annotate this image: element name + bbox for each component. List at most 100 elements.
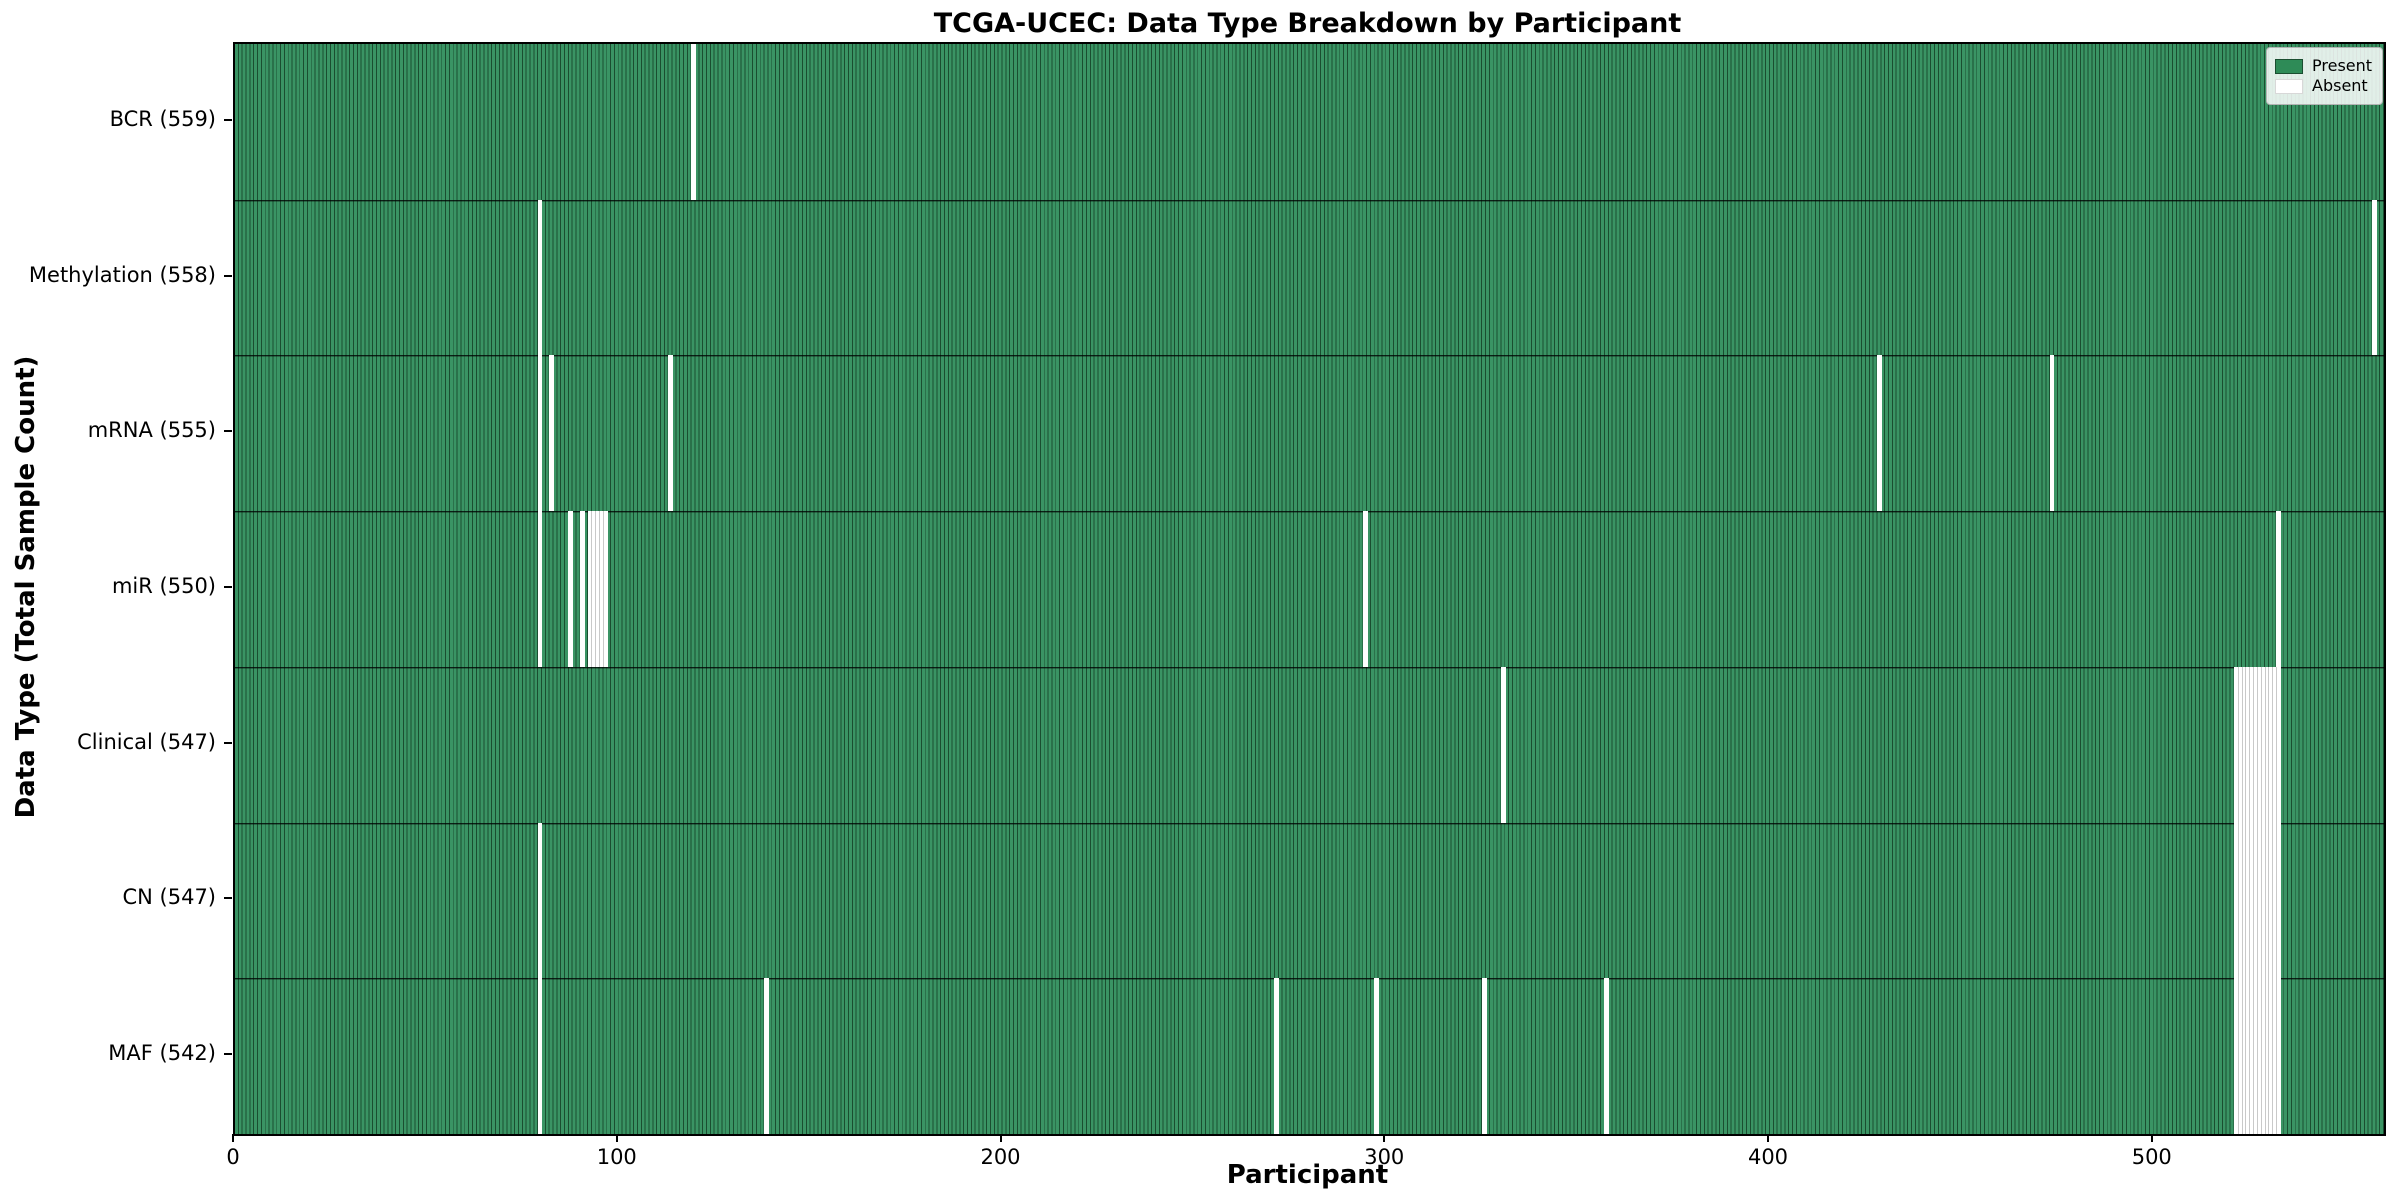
absent-gap <box>2237 666 2243 823</box>
present-swatch-icon <box>2275 58 2303 74</box>
absent-gap-edge <box>599 511 601 667</box>
absent-gap <box>537 355 543 512</box>
absent-gap <box>2237 822 2243 979</box>
absent-gap-edge <box>2276 822 2278 979</box>
x-tick-mark <box>1383 1134 1386 1142</box>
absent-gap <box>691 44 696 200</box>
chart-title: TCGA-UCEC: Data Type Breakdown by Partic… <box>933 8 1682 39</box>
absent-gap-edge <box>2237 822 2239 979</box>
absent-gap-edge <box>2268 666 2270 823</box>
absent-gap <box>2268 978 2274 1134</box>
absent-gap <box>579 511 585 667</box>
y-tick-mark <box>224 1053 232 1056</box>
absent-gap <box>2264 822 2270 979</box>
absent-gap <box>2256 978 2262 1134</box>
absent-gap <box>2268 822 2274 979</box>
y-tick-label-bcr: BCR (559) <box>109 106 216 131</box>
absent-gap-edge <box>2268 978 2270 1134</box>
absent-gap <box>602 511 608 667</box>
y-tick-label-mrna: mRNA (555) <box>87 418 216 443</box>
absent-gap <box>2049 355 2055 512</box>
absent-gap <box>1481 978 1487 1134</box>
y-tick-mark <box>224 118 232 121</box>
y-tick-mark <box>224 586 232 588</box>
legend-label-present: Present <box>2312 56 2373 75</box>
legend-entry-present: Present <box>2275 58 2372 74</box>
legend: Present Absent <box>2266 47 2384 105</box>
absent-gap-edge <box>2241 822 2243 979</box>
absent-gap <box>2276 666 2281 823</box>
absent-gap <box>2253 978 2258 1134</box>
absent-gap <box>2260 666 2266 823</box>
y-tick-mark <box>224 274 232 277</box>
absent-gap <box>568 511 574 667</box>
absent-gap-edge <box>2249 978 2251 1134</box>
absent-gap <box>599 511 604 667</box>
absent-gap-edge <box>2276 666 2278 823</box>
absent-gap <box>2253 666 2258 823</box>
absent-gap-edge <box>2260 666 2262 823</box>
x-tick-label: 0 <box>226 1145 240 1169</box>
absent-gap-edge <box>2272 822 2274 979</box>
absent-gap-edge <box>2256 978 2258 1134</box>
absent-gap <box>2249 666 2255 823</box>
absent-gap-edge <box>2245 978 2247 1134</box>
absent-gap-edge <box>2253 822 2255 979</box>
absent-gap-edge <box>2260 822 2262 979</box>
absent-gap <box>1274 978 1280 1134</box>
absent-gap <box>2260 978 2266 1134</box>
absent-gap <box>1604 978 1610 1134</box>
heatmap-row-maf <box>235 978 2384 1134</box>
absent-gap <box>1500 666 1506 823</box>
absent-gap <box>2245 822 2251 979</box>
x-tick-mark <box>2150 1134 2153 1142</box>
absent-gap <box>549 355 554 512</box>
heatmap-row-mrna <box>235 355 2384 512</box>
absent-gap-edge <box>2253 666 2255 823</box>
absent-gap <box>2371 199 2377 356</box>
absent-gap-edge <box>2241 666 2243 823</box>
y-tick-mark <box>224 741 232 744</box>
legend-label-absent: Absent <box>2312 76 2368 95</box>
absent-gap <box>537 978 543 1134</box>
heatmap-row-methylation <box>235 199 2384 356</box>
y-tick-label-maf: MAF (542) <box>108 1041 216 1066</box>
absent-gap <box>2245 978 2251 1134</box>
absent-gap-edge <box>2272 666 2274 823</box>
x-axis-label: Participant <box>1226 1160 1389 1190</box>
y-tick-mark <box>224 897 232 900</box>
absent-gap <box>2245 666 2251 823</box>
absent-swatch-icon <box>2275 78 2303 94</box>
absent-gap <box>1374 978 1380 1134</box>
absent-gap <box>1876 355 1882 512</box>
absent-gap <box>668 355 673 512</box>
absent-gap <box>2233 822 2239 979</box>
absent-gap-edge <box>2276 978 2278 1134</box>
legend-entry-absent: Absent <box>2275 78 2372 94</box>
absent-gap <box>591 511 597 667</box>
heatmap-row-bcr <box>235 44 2384 200</box>
absent-gap <box>2276 511 2281 667</box>
absent-gap <box>2249 978 2255 1134</box>
x-tick-mark <box>999 1134 1002 1142</box>
absent-gap <box>1362 511 1368 667</box>
absent-gap-edge <box>2237 666 2239 823</box>
y-tick-mark <box>224 430 232 433</box>
absent-gap-edge <box>2268 822 2270 979</box>
absent-gap-edge <box>2249 822 2251 979</box>
absent-gap <box>2241 978 2247 1134</box>
absent-gap <box>537 822 543 979</box>
absent-gap <box>2276 822 2281 979</box>
absent-gap <box>2233 666 2239 823</box>
y-tick-label-mir: miR (550) <box>111 574 216 598</box>
y-tick-label-cn: CN (547) <box>122 885 216 910</box>
heatmap-row-clinical <box>235 666 2384 823</box>
x-tick-mark <box>232 1134 234 1142</box>
absent-gap <box>537 199 543 356</box>
absent-gap <box>2256 666 2262 823</box>
x-tick-mark <box>1767 1134 1769 1142</box>
absent-gap <box>2272 666 2278 823</box>
x-tick-label: 400 <box>1747 1145 1789 1169</box>
absent-gap-edge <box>2264 978 2266 1134</box>
